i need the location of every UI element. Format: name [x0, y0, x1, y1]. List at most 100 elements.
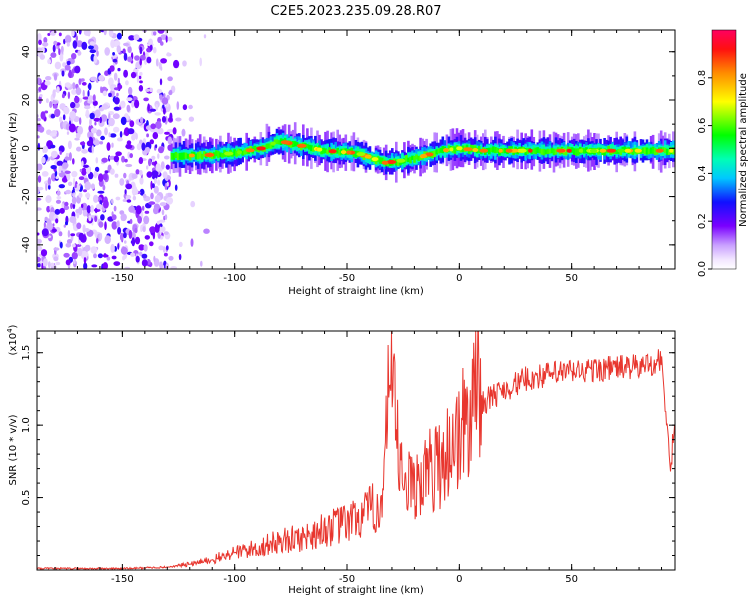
spectrogram-noise-cell [58, 184, 65, 189]
spectrogram-noise-cell [79, 117, 82, 125]
spectrogram-noise-cell [135, 255, 140, 263]
spectrogram-tone-cell [647, 148, 651, 155]
spectrogram-noise-cell [65, 259, 71, 266]
spectrogram-noise-cell [155, 121, 162, 130]
spectrogram-noise-cell [128, 205, 135, 213]
spectrogram-noise-cell [65, 243, 72, 248]
colorbar-tick-label: 0.2 [697, 213, 708, 229]
spectrogram-noise-cell [59, 150, 62, 155]
spectrogram-noise-cell [90, 246, 98, 254]
spectrogram-noise-cell [89, 118, 92, 126]
spectrogram-tone-cell [668, 149, 671, 155]
spectrogram-noise-cell [149, 241, 154, 247]
spectrogram-noise-cell [144, 210, 150, 214]
spectrogram-tone-cell [651, 146, 655, 154]
spectrogram-noise-cell [76, 244, 82, 247]
spectrogram-noise-cell [166, 52, 170, 57]
spectrogram-noise-cell [93, 54, 98, 64]
spectrogram-noise-cell [142, 226, 146, 233]
spectrogram-tone-cell [273, 139, 277, 144]
spectrogram-tone-cell [322, 147, 325, 154]
spectrogram-noise-cell [155, 58, 159, 67]
spectrogram-noise-cell [52, 89, 56, 98]
spectrogram-noise-cell [53, 73, 58, 81]
spectrogram-noise-cell [176, 101, 180, 110]
spectrogram-noise-cell [126, 140, 132, 145]
spectrogram-noise-cell [203, 34, 207, 39]
spectrogram-noise-cell [130, 71, 137, 79]
spectrogram-peak-cell [449, 147, 454, 152]
spectrogram-tone-cell [241, 150, 244, 156]
spectrogram-tone-cell [194, 153, 198, 160]
spectrogram-noise-cell [113, 72, 118, 81]
spectrogram-noise-cell [155, 163, 161, 172]
spectrogram-noise-cell [58, 171, 66, 178]
spectrogram-tone-cell [577, 148, 580, 156]
snr-y-tick-label: 1.5 [21, 345, 32, 361]
spectrogram-noise-cell [104, 221, 107, 231]
spectrogram-noise-cell [175, 117, 182, 122]
spectrogram-noise-cell [62, 114, 66, 121]
spectrogram-tone-cell [548, 149, 552, 154]
spectrogram-tone-cell [453, 146, 457, 154]
spectrogram-tone-cell [564, 148, 568, 156]
spectrogram-peak-cell [420, 153, 427, 158]
spectrogram-noise-cell [82, 209, 88, 217]
spectrogram-noise-cell [152, 132, 159, 140]
spectrogram-tone-cell [534, 147, 538, 155]
spectrogram-peak-cell [188, 153, 195, 158]
spectrogram-noise-cell [112, 58, 118, 63]
spectrogram-tone-cell [415, 154, 418, 160]
spectrogram-noise-cell [76, 40, 83, 48]
spectrogram-noise-cell [75, 35, 79, 42]
spectrogram-noise-cell [38, 186, 44, 191]
spectrogram-noise-cell [47, 33, 51, 36]
spectrogram-noise-cell [94, 207, 98, 214]
spectrogram-tone-cell [219, 152, 222, 157]
spectrogram-tone-cell [217, 151, 220, 158]
spectrogram-tone-cell [320, 148, 323, 155]
spectrogram-noise-cell [98, 173, 104, 182]
spectrogram-noise-cell [125, 194, 132, 200]
spectrogram-noise-cell [116, 220, 120, 228]
spectrogram-noise-cell [102, 173, 108, 181]
spectrogram-peak-cell [505, 148, 513, 153]
snr-x-tick-label: 0 [456, 574, 462, 585]
spectrogram-noise-cell [149, 139, 154, 145]
snr-y-ticks: 0.5 1.0 1.5 [21, 337, 675, 571]
spectrogram-peak-cell [205, 152, 215, 157]
spectrogram-noise-cell [96, 203, 103, 210]
spectrogram-y-tick-label: 0 [21, 145, 32, 151]
spectrogram-tone-cell [552, 148, 556, 156]
spectrogram-noise-cell [149, 44, 153, 51]
spectrogram-noise-cell [55, 218, 59, 224]
spectrogram-tone-cell [411, 155, 414, 160]
spectrogram-noise-cell [115, 151, 122, 156]
spectrogram-noise-cell [106, 142, 111, 151]
spectrogram-peak-cell [510, 148, 519, 153]
spectrogram-tone-cell [532, 148, 536, 154]
spectrogram-noise-cell [98, 74, 105, 82]
spectrogram-noise-cell [108, 117, 115, 127]
spectrogram-noise-cell [83, 30, 91, 36]
spectrogram-noise-cell [50, 262, 54, 267]
spectrogram-tone-cell [178, 152, 182, 160]
spectrogram-tone-cell [378, 157, 382, 164]
spectrogram-noise-cell [111, 142, 114, 148]
colorbar: 0.0 0.2 0.4 0.6 0.8 Normalized spectral ampl… [697, 29, 749, 277]
spectrogram-peak-cell [528, 148, 533, 153]
spectrogram-noise-cell [110, 85, 116, 92]
spectrogram-noise-cell [126, 104, 131, 113]
spectrogram-noise-cell [64, 201, 69, 207]
spectrogram-noise-cell [104, 127, 108, 136]
spectrogram-tone-cell [380, 157, 384, 164]
spectrogram-tone-cell [435, 149, 438, 155]
spectrogram-noise-cell [146, 56, 152, 64]
spectrogram-noise-cell [67, 181, 73, 186]
spectrogram-noise-cell [71, 243, 76, 248]
spectrogram-noise-cell [58, 48, 61, 56]
spectrogram-tone-cell [554, 148, 558, 155]
spectrogram-noise-cell [103, 30, 107, 36]
spectrogram-noise-cell [128, 86, 133, 95]
spectrogram-noise-cell [83, 228, 90, 232]
